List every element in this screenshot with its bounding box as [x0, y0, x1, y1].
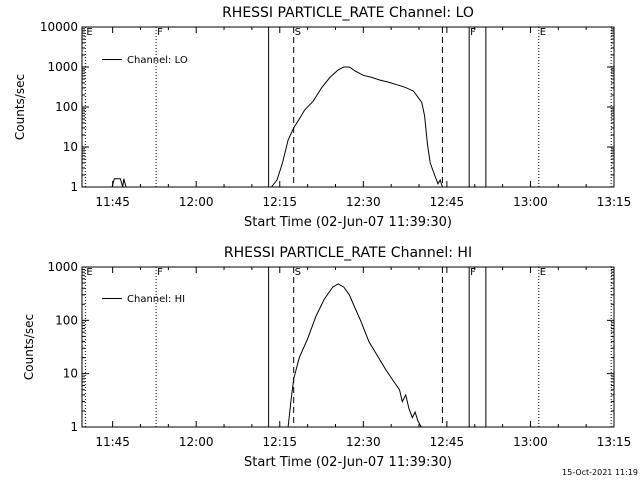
x-tick-label: 12:30 — [346, 435, 381, 449]
x-tick-label: 11:45 — [95, 195, 130, 209]
y-tick-label: 1000 — [47, 60, 78, 74]
x-tick-label: 13:15 — [597, 195, 632, 209]
time-marker-label: E — [540, 27, 546, 38]
x-tick-label: 12:15 — [262, 435, 297, 449]
time-marker-label: S — [295, 267, 301, 278]
plot-frame — [81, 26, 615, 188]
x-tick-label: 12:30 — [346, 195, 381, 209]
time-marker-label: E — [86, 27, 92, 38]
time-marker-label: F — [470, 27, 476, 38]
legend-label: Channel: HI — [127, 294, 185, 305]
x-tick-label: 13:00 — [513, 195, 548, 209]
y-tick-label: 10 — [63, 140, 78, 154]
plot-area-hi: E F S F E 11:45 12:00 12:15 12:30 12:45 13:00 13:15… — [47, 260, 631, 449]
y-tick-label: 10000 — [40, 20, 78, 34]
x-tick-label: 13:15 — [597, 435, 632, 449]
panel-hi: RHESSI PARTICLE_RATE Channel: HI Counts/… — [22, 245, 631, 470]
y-tick-label: 100 — [55, 100, 78, 114]
time-marker-label: F — [157, 27, 163, 38]
x-tick-label: 12:15 — [262, 195, 297, 209]
y-tick-label: 1 — [70, 180, 78, 194]
x-tick-label: 13:00 — [513, 435, 548, 449]
y-tick-label: 1 — [70, 420, 78, 434]
y-tick-label: 100 — [55, 313, 78, 327]
y-axis-label: Counts/sec — [13, 74, 27, 140]
x-axis-label: Start Time (02-Jun-07 11:39:30) — [244, 215, 452, 230]
x-tick-label: 12:00 — [179, 435, 214, 449]
x-tick-label: 11:45 — [95, 435, 130, 449]
y-axis-label: Counts/sec — [22, 314, 36, 380]
x-tick-label: 12:45 — [430, 195, 465, 209]
time-marker-label: S — [295, 27, 301, 38]
panel-lo: RHESSI PARTICLE_RATE Channel: LO Counts/… — [13, 5, 631, 230]
series-line — [271, 66, 443, 188]
footer-timestamp: 15-Oct-2021 11:19 — [562, 468, 638, 477]
x-axis-label: Start Time (02-Jun-07 11:39:30) — [244, 455, 452, 470]
chart-title: RHESSI PARTICLE_RATE Channel: LO — [222, 5, 474, 21]
chart-title: RHESSI PARTICLE_RATE Channel: HI — [224, 245, 472, 261]
plot-area-lo: E F S F E 11:45 12:00 12:15 12:30 12:45 13:00 13:15… — [40, 20, 631, 209]
x-tick-label: 12:45 — [430, 435, 465, 449]
time-marker-label: F — [157, 267, 163, 278]
series-line — [111, 178, 127, 188]
legend-label: Channel: LO — [127, 55, 188, 66]
time-marker-label: F — [470, 267, 476, 278]
x-tick-label: 12:00 — [179, 195, 214, 209]
y-tick-label: 1000 — [47, 260, 78, 274]
series-line — [287, 283, 422, 428]
time-marker-label: E — [86, 267, 92, 278]
y-tick-label: 10 — [63, 367, 78, 381]
time-marker-label: E — [540, 267, 546, 278]
plot-frame — [81, 266, 615, 428]
